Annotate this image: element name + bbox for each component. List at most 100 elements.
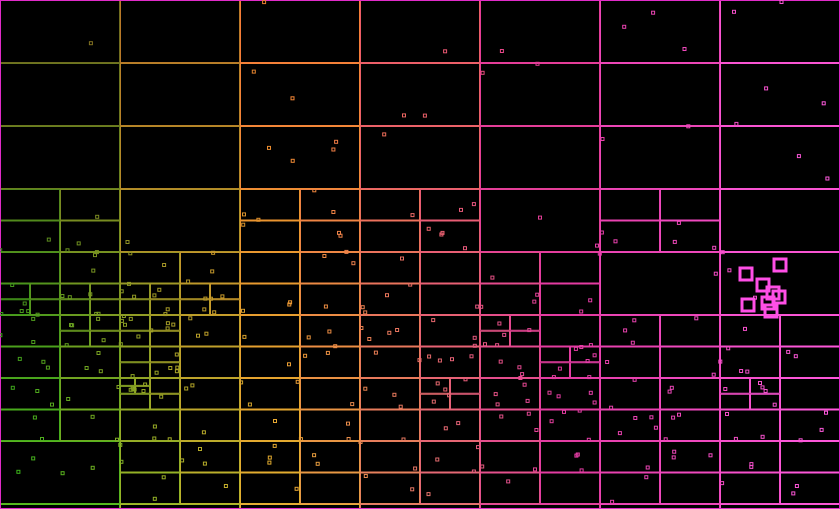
quadtree-cell xyxy=(600,63,720,126)
quadtree-cell xyxy=(420,315,480,347)
data-point xyxy=(17,356,22,361)
data-point xyxy=(210,269,215,274)
data-point xyxy=(669,385,674,390)
data-point xyxy=(749,462,754,467)
data-point xyxy=(346,421,350,426)
quadtree-cell xyxy=(240,409,300,441)
data-point xyxy=(793,354,798,359)
data-point xyxy=(298,437,303,442)
quadtree-cell xyxy=(360,441,420,473)
data-point xyxy=(506,479,511,484)
data-point xyxy=(557,366,562,371)
data-point xyxy=(677,412,681,417)
quadtree-cell xyxy=(240,252,300,284)
quadtree-cell xyxy=(540,252,600,284)
data-point xyxy=(450,357,454,362)
quadtree-cell xyxy=(420,441,480,473)
quadtree-cell xyxy=(420,393,450,410)
data-point xyxy=(663,437,668,442)
quadtree-cell xyxy=(150,393,180,410)
data-point xyxy=(152,293,157,298)
data-point xyxy=(101,338,106,343)
data-point xyxy=(400,256,404,261)
data-point xyxy=(287,362,291,367)
data-point xyxy=(427,354,432,359)
data-point xyxy=(152,436,157,441)
data-point xyxy=(471,469,476,474)
quadtree-cell xyxy=(120,63,240,126)
data-point xyxy=(534,428,539,432)
data-point xyxy=(538,215,542,220)
data-point xyxy=(116,385,121,389)
data-point xyxy=(204,331,209,336)
data-point xyxy=(163,312,168,317)
quadtree-cell xyxy=(300,189,360,221)
data-point xyxy=(159,394,164,399)
quadtree-cell xyxy=(120,393,150,410)
data-point xyxy=(46,237,51,242)
data-point xyxy=(385,293,389,298)
data-point xyxy=(672,239,677,244)
data-point xyxy=(763,389,768,393)
data-point xyxy=(186,279,191,284)
data-point xyxy=(463,377,468,382)
data-point xyxy=(585,359,590,363)
quadtree-cell xyxy=(660,409,720,441)
data-point xyxy=(98,369,103,374)
quadtree-cell xyxy=(120,409,180,441)
data-point xyxy=(463,246,467,251)
data-point xyxy=(96,311,101,316)
quadtree-cell xyxy=(240,315,300,347)
data-point xyxy=(517,365,522,370)
data-point xyxy=(119,289,124,294)
quadtree-cell xyxy=(750,378,780,394)
quadtree-cell xyxy=(120,330,150,347)
quadtree-cell xyxy=(360,220,420,252)
quadtree-cell xyxy=(660,472,720,504)
data-point xyxy=(732,9,736,14)
quadtree-cell xyxy=(570,362,600,378)
data-point xyxy=(91,268,96,273)
data-point xyxy=(132,294,137,299)
quadtree-cell xyxy=(150,299,180,315)
data-point xyxy=(295,379,300,384)
data-point xyxy=(573,346,578,351)
data-point xyxy=(171,322,176,327)
quadtree-cell xyxy=(60,220,120,252)
quadtree-cell xyxy=(60,283,90,300)
data-point xyxy=(174,369,179,374)
data-point xyxy=(40,437,44,441)
quadtree-cell xyxy=(180,283,210,300)
data-point xyxy=(824,410,828,415)
quadtree-cell xyxy=(480,346,540,378)
data-point xyxy=(443,387,448,392)
data-point xyxy=(597,251,602,256)
quadtree-cell xyxy=(780,409,840,441)
data-point xyxy=(367,337,372,341)
data-point xyxy=(535,292,540,297)
quadtree-cell xyxy=(780,472,840,504)
quadtree-cell xyxy=(480,330,510,347)
data-point xyxy=(344,249,349,254)
quadtree-cell xyxy=(660,220,720,252)
quadtree-cell xyxy=(60,346,120,378)
data-point xyxy=(408,282,413,287)
data-point xyxy=(165,326,170,331)
quadtree-cell xyxy=(540,283,600,315)
quadtree-cell xyxy=(420,220,480,252)
data-point xyxy=(373,350,378,355)
data-point xyxy=(651,10,656,15)
quadtree-cell xyxy=(0,0,120,63)
data-point xyxy=(119,318,124,323)
quadtree-cell xyxy=(720,441,780,473)
data-point xyxy=(242,334,247,339)
data-point xyxy=(19,309,24,313)
data-point xyxy=(672,449,677,454)
data-point xyxy=(527,328,532,333)
data-point xyxy=(241,308,245,313)
data-point xyxy=(161,475,166,480)
data-point xyxy=(60,471,65,476)
data-point xyxy=(180,458,185,463)
data-point xyxy=(331,210,336,214)
